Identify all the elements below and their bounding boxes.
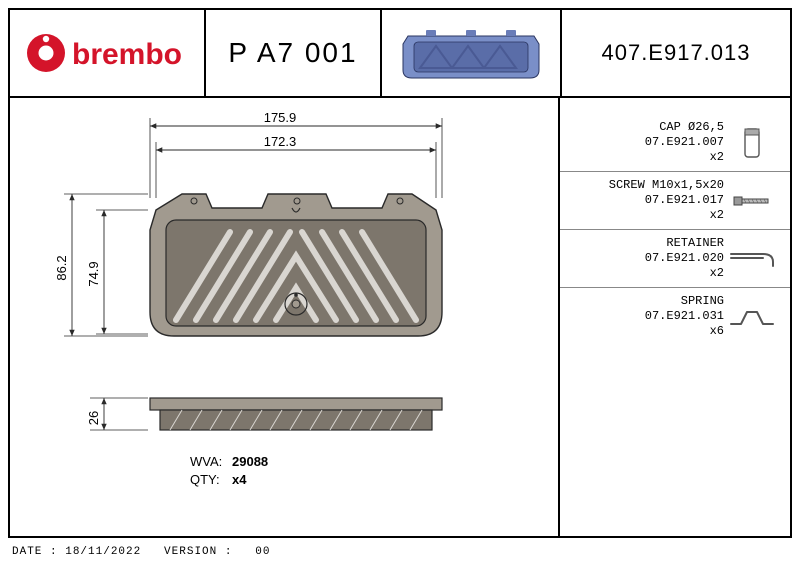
- component-code: 07.E921.031: [568, 309, 724, 324]
- screw-icon: [724, 189, 780, 213]
- footer-version: 00: [255, 546, 270, 558]
- retainer-icon: [724, 248, 780, 270]
- brembo-logo: brembo: [22, 28, 192, 78]
- component-qty: x2: [568, 266, 724, 281]
- pad-side-view: [150, 398, 442, 430]
- footer-date: 18/11/2022: [65, 546, 141, 558]
- wva-label: WVA:: [190, 454, 222, 469]
- drawing-code: 407.E917.013: [601, 40, 750, 66]
- dim-height-1: 86.2: [54, 255, 69, 280]
- component-name: SCREW M10x1,5x20: [568, 178, 724, 193]
- footer-meta: DATE : 18/11/2022 VERSION : 00: [12, 546, 270, 558]
- component-text: CAP Ø26,5 07.E921.007 x2: [568, 120, 724, 165]
- brand-logo-cell: brembo: [10, 10, 206, 96]
- cap-icon: [724, 125, 780, 161]
- component-row: SCREW M10x1,5x20 07.E921.017 x2: [560, 172, 790, 230]
- component-code: 07.E921.020: [568, 251, 724, 266]
- part-number-cell: P A7 001: [206, 10, 382, 96]
- component-qty: x6: [568, 324, 724, 339]
- component-row: SPRING 07.E921.031 x6: [560, 288, 790, 345]
- brand-text: brembo: [72, 38, 182, 71]
- drawing-code-cell: 407.E917.013: [562, 10, 790, 96]
- component-text: SPRING 07.E921.031 x6: [568, 294, 724, 339]
- component-text: SCREW M10x1,5x20 07.E921.017 x2: [568, 178, 724, 223]
- dim-width-1: 175.9: [264, 110, 297, 125]
- technical-drawing: 175.9 172.3 86.2 7: [10, 98, 550, 508]
- component-qty: x2: [568, 208, 724, 223]
- component-code: 07.E921.007: [568, 135, 724, 150]
- body: 175.9 172.3 86.2 7: [10, 98, 790, 536]
- part-number: P A7 001: [228, 37, 357, 69]
- wva-value: 29088: [232, 454, 268, 469]
- component-text: RETAINER 07.E921.020 x2: [568, 236, 724, 281]
- qty-label: QTY:: [190, 472, 220, 487]
- component-name: SPRING: [568, 294, 724, 309]
- main-drawing-area: 175.9 172.3 86.2 7: [10, 98, 558, 536]
- component-code: 07.E921.017: [568, 193, 724, 208]
- component-row: RETAINER 07.E921.020 x2: [560, 230, 790, 288]
- footer-version-label: VERSION :: [164, 546, 232, 558]
- dim-thickness: 26: [86, 411, 101, 425]
- qty-value: x4: [232, 472, 247, 487]
- components-panel: CAP Ø26,5 07.E921.007 x2 SCREW M10x1,5x2…: [558, 98, 790, 536]
- dim-width-2: 172.3: [264, 134, 297, 149]
- dim-height-2: 74.9: [86, 261, 101, 286]
- component-name: RETAINER: [568, 236, 724, 251]
- component-row: CAP Ø26,5 07.E921.007 x2: [560, 114, 790, 172]
- pad-front-view: [150, 194, 442, 336]
- spring-icon: [724, 306, 780, 328]
- frame: brembo P A7 001 407.E917.013: [8, 8, 792, 538]
- drawing-sheet: brembo P A7 001 407.E917.013: [0, 0, 800, 566]
- header: brembo P A7 001 407.E917.013: [10, 10, 790, 98]
- thumbnail-cell: [382, 10, 562, 96]
- pad-thumbnail-icon: [396, 18, 546, 88]
- component-qty: x2: [568, 150, 724, 165]
- component-name: CAP Ø26,5: [568, 120, 724, 135]
- footer-date-label: DATE :: [12, 546, 58, 558]
